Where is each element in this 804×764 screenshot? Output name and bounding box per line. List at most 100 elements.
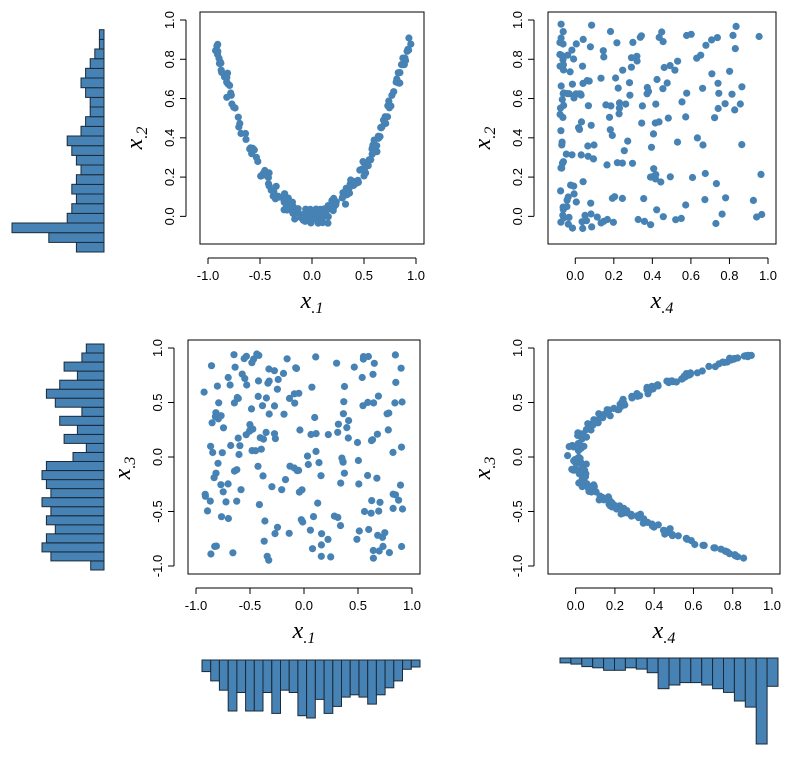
scatter-point [259,171,267,179]
scatter-point [672,378,681,386]
scatter-point [271,195,279,203]
scatter-point [398,398,406,406]
scatter-point [659,526,668,534]
scatter-point [309,513,318,521]
scatter-point [257,445,265,453]
scatter-point [350,363,358,371]
scatter-point [647,221,655,229]
scatter-point [364,162,372,170]
scatter-point [252,447,260,455]
scatter-point [303,452,312,460]
scatter-point [731,551,739,559]
scatter-point [723,548,732,556]
scatter-point [590,141,598,149]
histogram-bar [71,203,105,214]
scatter-point [566,68,574,76]
scatter-point [729,31,737,39]
histogram-bar [63,361,105,372]
scatter-point [587,199,595,207]
scatter-point [738,141,746,149]
scatter-point [264,174,272,182]
y-tick-label: 0.2 [510,168,525,186]
scatter-point [373,142,381,150]
scatter-point [296,426,304,434]
scatter-point [580,477,588,485]
histogram-bar [581,657,594,668]
scatter-point [628,394,636,402]
scatter-point [710,544,718,552]
scatter-point [590,482,598,490]
scatter-point [252,153,260,161]
histogram-bar [323,659,334,714]
scatter-point [318,530,326,538]
scatter-point [336,522,345,530]
scatter-point [603,161,611,169]
scatter-point [391,351,399,359]
x-tick-label: 0.8 [720,268,738,283]
histogram-bar [679,657,692,684]
scatter-point [624,137,632,145]
scatter-point [333,359,341,367]
scatter-point [242,135,250,143]
y-axis-title: x.3 [110,457,139,481]
scatter-point [229,549,237,557]
points-x1-vs-x2 [212,34,415,227]
x-tick-label: -1.0 [185,598,207,613]
scatter-point [619,66,627,74]
scatter-point [749,196,758,204]
scatter-point [708,36,716,44]
scatter-point [311,413,319,422]
histogram-bar [245,659,255,712]
scatter-point [615,99,624,107]
scatter-point [240,355,248,363]
scatter-point [294,205,302,213]
histogram-bar [41,497,105,508]
histogram-bar [755,657,768,745]
scatter-point [214,459,222,467]
histogram-bar [11,222,105,234]
histogram-bar [98,38,105,50]
scatter-point [396,481,405,489]
scatter-point [668,531,676,539]
scatter-point [343,424,351,432]
scatter-point [718,210,726,218]
scatter-point [241,374,249,383]
scatter-point [557,127,565,135]
scatter-point [564,193,572,201]
scatter-point [280,410,288,418]
scatter-point [579,35,587,44]
scatter-point [364,398,372,406]
scatter-point [344,434,352,442]
scatter-point [633,390,641,398]
histogram-bar [227,659,238,712]
scatter-point [234,434,242,442]
histogram-bar [635,657,648,670]
scatter-point [339,458,347,466]
x-axis-subscript: .4 [663,630,675,647]
scatter-point [660,63,668,72]
scatter-point [340,398,348,406]
scatter-point [368,497,376,505]
scatter-point [385,549,393,557]
y-axis-title: x.2 [470,127,499,151]
scatter-point [643,83,651,92]
histogram-bar [668,657,681,686]
scatter-point [587,121,595,129]
scatter-point [708,70,716,78]
scatter-point [367,509,375,517]
scatter-point [620,147,628,155]
scatter-point [717,545,725,553]
scatter-point [629,38,637,47]
histogram-bar [75,174,105,185]
scatter-point [620,399,628,407]
x-tick-label: 0.6 [682,268,700,283]
scatter-point [317,541,325,549]
scatter-point [720,358,729,367]
scatter-point [577,151,585,159]
y-tick-label: 0.5 [150,393,165,411]
scatter-point [736,100,744,108]
scatter-point [559,203,567,211]
panel-x4-vs-x2: 0.0 0.2 0.4 0.6 0.8 1.0 0.0 0.2 0.4 0.6 0.8 1.0 x.4 x… [470,11,777,317]
scatter-point [730,354,738,363]
scatter-point [291,215,299,223]
